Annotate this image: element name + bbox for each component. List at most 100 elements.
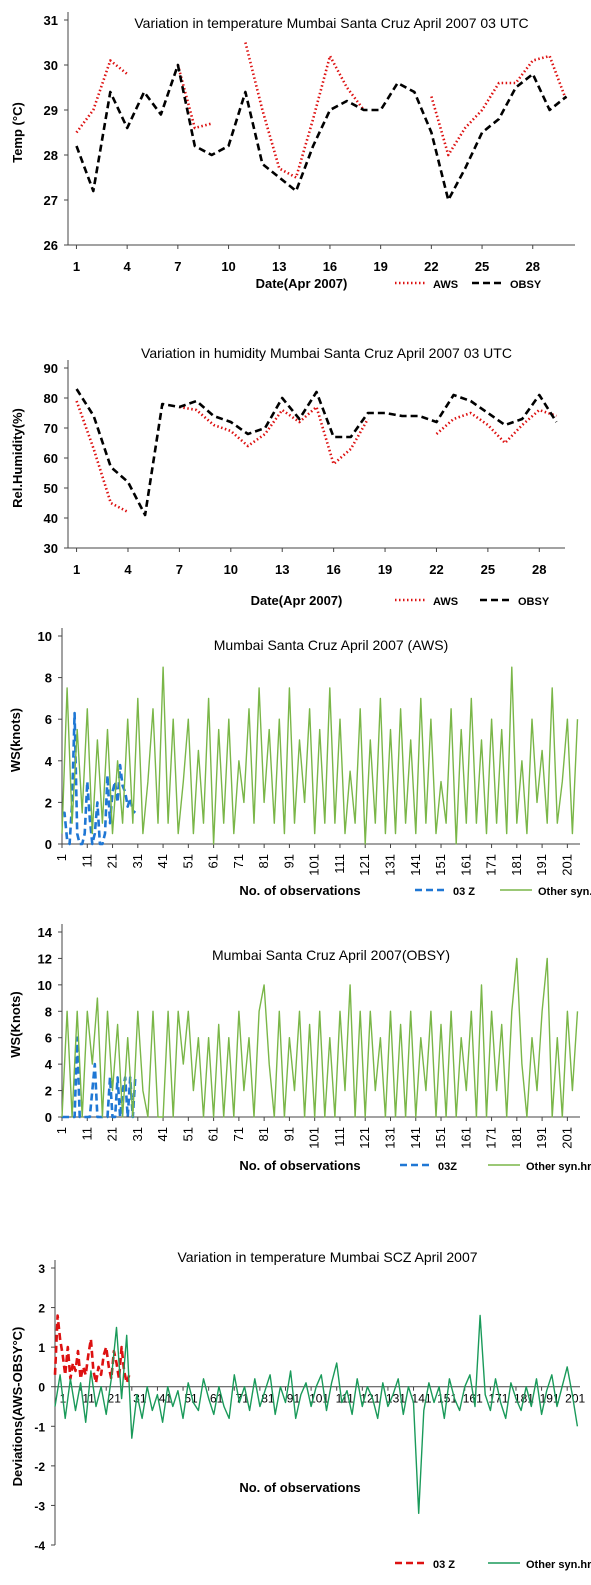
temperature-chart: Variation in temperature Mumbai Santa Cr… xyxy=(10,12,575,291)
y-axis-label: WS(Knots) xyxy=(8,991,23,1057)
x-tick-label: 181 xyxy=(509,1127,524,1149)
x-tick-label: 141 xyxy=(412,1392,432,1406)
wind-speed-aws-chart: Mumbai Santa Cruz April 2007 (AWS)024681… xyxy=(8,628,591,898)
x-tick-label: 41 xyxy=(155,1127,170,1141)
x-tick-label: 51 xyxy=(184,1392,198,1406)
y-tick-label: 70 xyxy=(44,421,58,436)
x-tick-label: 1 xyxy=(73,259,80,274)
y-tick-label: -2 xyxy=(34,1460,45,1474)
y-tick-label: -1 xyxy=(34,1420,45,1434)
x-tick-label: 31 xyxy=(130,1127,145,1141)
x-tick-label: 151 xyxy=(433,1127,448,1149)
x-tick-label: 71 xyxy=(231,854,246,868)
x-tick-label: 71 xyxy=(231,1127,246,1141)
y-tick-label: 90 xyxy=(44,361,58,376)
y-tick-label: 30 xyxy=(44,58,58,73)
x-tick-label: 161 xyxy=(463,1392,483,1406)
legend-label-0: AWS xyxy=(433,279,458,291)
y-tick-label: 0 xyxy=(45,1110,52,1125)
temperature-deviation-chart: Variation in temperature Mumbai SCZ Apri… xyxy=(10,1249,591,1571)
y-tick-label: 0 xyxy=(38,1381,45,1395)
x-tick-label: 111 xyxy=(332,854,347,874)
y-tick-label: 4 xyxy=(45,1057,53,1072)
y-axis-label: Rel.Humidity(%) xyxy=(10,408,25,508)
series-line-0 xyxy=(62,1036,137,1119)
legend-label-1: Other syn.hrs xyxy=(526,1559,591,1571)
x-tick-label: 141 xyxy=(408,854,423,876)
x-tick-label: 28 xyxy=(532,562,546,577)
y-tick-label: 4 xyxy=(45,754,53,769)
series-line-0 xyxy=(75,400,557,514)
legend-label-0: 03 Z xyxy=(433,1559,455,1571)
x-tick-label: 13 xyxy=(272,259,286,274)
x-tick-label: 25 xyxy=(475,259,489,274)
y-tick-label: -3 xyxy=(34,1499,45,1513)
x-tick-label: 91 xyxy=(281,854,296,868)
x-tick-label: 10 xyxy=(221,259,235,274)
y-tick-label: 50 xyxy=(44,481,58,496)
y-tick-label: 27 xyxy=(44,193,58,208)
x-tick-label: 61 xyxy=(206,1127,221,1141)
y-axis-label: Temp (°C) xyxy=(10,102,25,163)
x-tick-label: 22 xyxy=(424,259,438,274)
y-tick-label: 1 xyxy=(38,1341,45,1355)
x-tick-label: 81 xyxy=(256,854,271,868)
y-tick-label: 3 xyxy=(38,1262,45,1276)
humidity-chart: Variation in humidity Mumbai Santa Cruz … xyxy=(10,345,565,608)
y-tick-label: 2 xyxy=(45,1084,52,1099)
y-tick-label: 6 xyxy=(45,712,52,727)
x-tick-label: 111 xyxy=(332,1127,347,1147)
x-tick-label: 141 xyxy=(408,1127,423,1149)
chart-title: Mumbai Santa Cruz April 2007 (AWS) xyxy=(214,637,448,653)
x-tick-label: 1 xyxy=(54,1127,69,1134)
y-tick-label: 80 xyxy=(44,391,58,406)
series-line-1 xyxy=(61,957,579,1118)
x-tick-label: 131 xyxy=(382,1127,397,1149)
x-tick-label: 11 xyxy=(79,1127,94,1141)
chart-title: Variation in temperature Mumbai Santa Cr… xyxy=(134,15,528,31)
x-tick-label: 19 xyxy=(373,259,387,274)
x-tick-label: 101 xyxy=(307,1127,322,1149)
series-line-1 xyxy=(75,63,568,202)
x-tick-label: 61 xyxy=(206,854,221,868)
x-axis-label: No. of observations xyxy=(239,1158,360,1173)
y-tick-label: 2 xyxy=(38,1302,45,1316)
x-tick-label: 191 xyxy=(534,854,549,876)
y-tick-label: 31 xyxy=(44,13,58,28)
x-tick-label: 171 xyxy=(484,1127,499,1149)
legend-label-0: 03Z xyxy=(438,1161,457,1173)
x-tick-label: 1 xyxy=(73,562,80,577)
legend-label-1: OBSY xyxy=(518,596,550,608)
x-tick-label: 41 xyxy=(155,854,170,868)
x-axis-label: No. of observations xyxy=(239,883,360,898)
y-tick-label: 6 xyxy=(45,1031,52,1046)
legend-label-1: OBSY xyxy=(510,279,542,291)
x-tick-label: 16 xyxy=(326,562,340,577)
x-tick-label: 121 xyxy=(357,854,372,876)
series-line-1 xyxy=(75,388,558,517)
y-tick-label: 30 xyxy=(44,541,58,556)
x-tick-label: 28 xyxy=(526,259,540,274)
series-line-1 xyxy=(54,1314,579,1514)
x-tick-label: 4 xyxy=(124,259,132,274)
y-tick-label: 14 xyxy=(38,925,53,940)
series-line-0 xyxy=(62,711,137,846)
x-tick-label: 11 xyxy=(79,854,94,868)
y-tick-label: 10 xyxy=(38,978,52,993)
legend-label-1: Other syn.hrs xyxy=(538,886,591,898)
series-line-0 xyxy=(75,42,568,179)
y-tick-label: 2 xyxy=(45,795,52,810)
x-tick-label: 7 xyxy=(174,259,181,274)
x-tick-label: 31 xyxy=(130,854,145,868)
x-tick-label: 81 xyxy=(261,1392,275,1406)
wind-speed-obsy-chart: Mumbai Santa Cruz April 2007(OBSY)024681… xyxy=(8,924,591,1173)
x-tick-label: 7 xyxy=(176,562,183,577)
x-tick-label: 21 xyxy=(105,1127,120,1141)
legend-label-1: Other syn.hrs xyxy=(526,1161,591,1173)
y-tick-label: 10 xyxy=(38,629,52,644)
x-tick-label: 51 xyxy=(180,854,195,868)
x-tick-label: 19 xyxy=(378,562,392,577)
x-tick-label: 161 xyxy=(458,1127,473,1149)
x-tick-label: 51 xyxy=(180,1127,195,1141)
y-tick-label: -4 xyxy=(34,1539,45,1553)
